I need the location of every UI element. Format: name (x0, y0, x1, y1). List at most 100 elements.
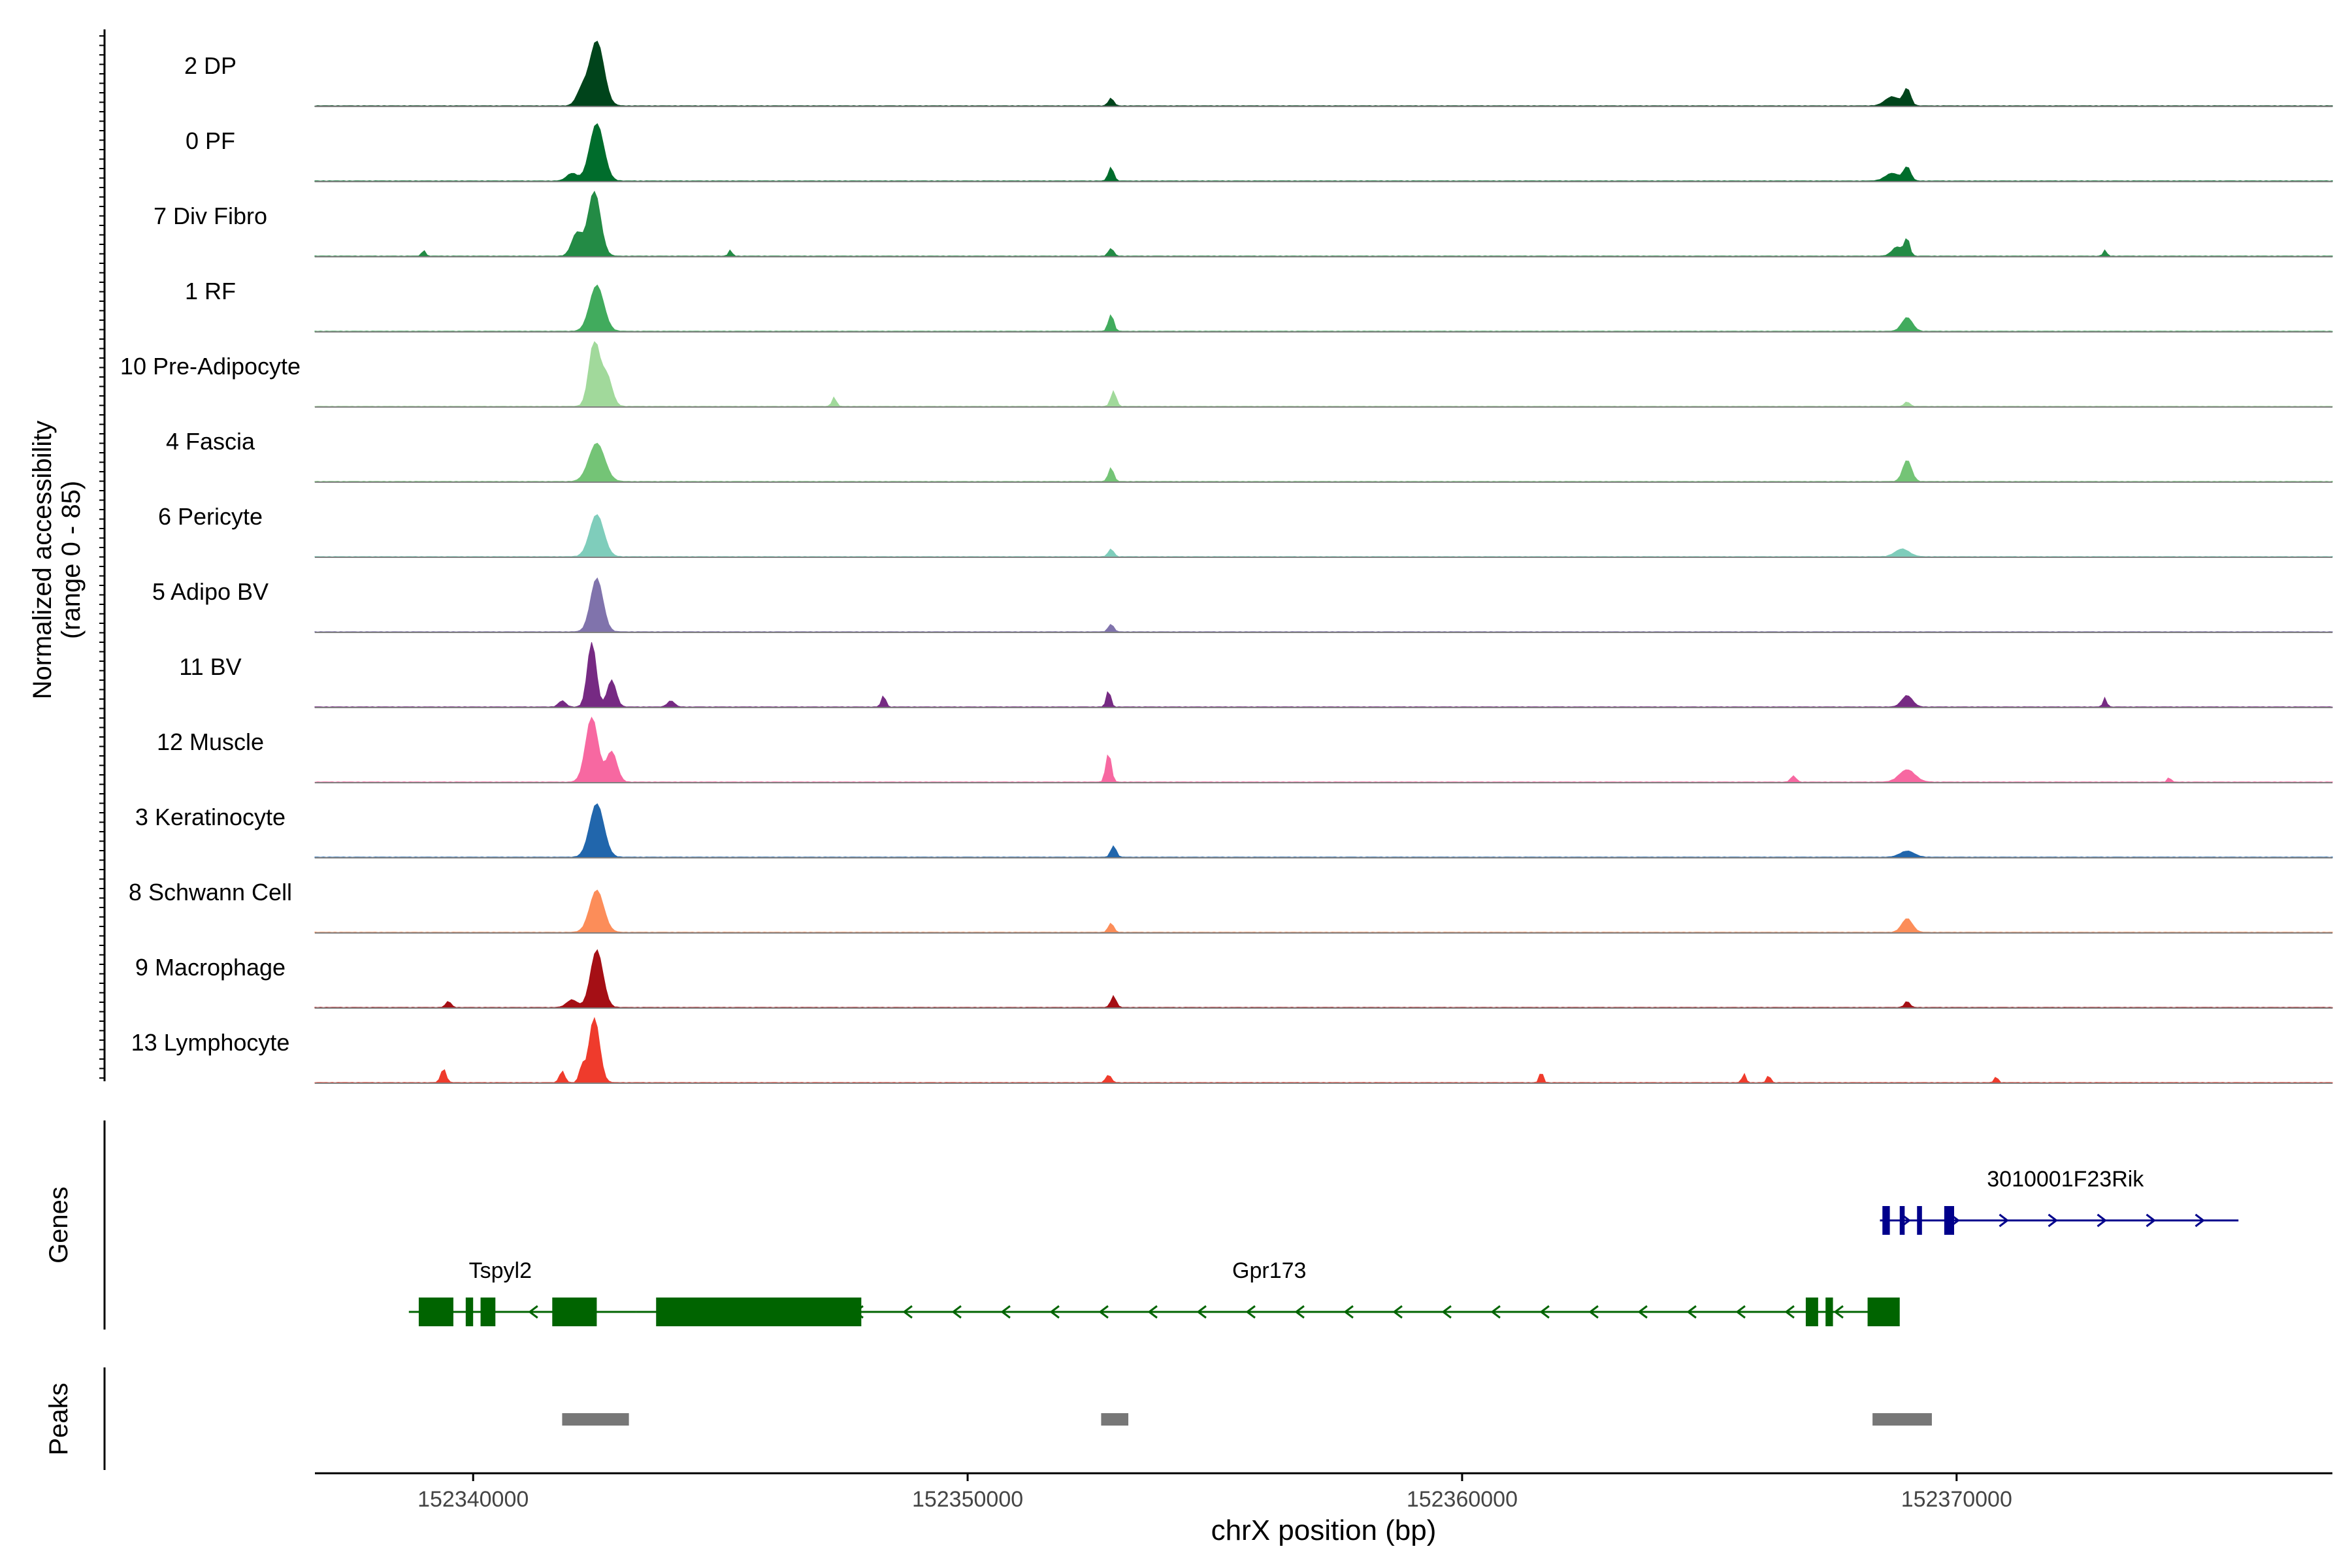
gene-exon (1867, 1298, 1900, 1326)
strand-arrow (1784, 1305, 1795, 1319)
track-14: 13 Lymphocyte (131, 1017, 2333, 1084)
gene-exon (480, 1298, 496, 1326)
coverage-area (314, 1017, 2333, 1084)
gene-label: Gpr173 (1232, 1258, 1306, 1283)
gene-exon (465, 1298, 474, 1326)
gene-exon (552, 1298, 597, 1326)
track-12: 8 Schwann Cell (129, 879, 2333, 934)
track-4: 1 RF (185, 278, 2333, 333)
peak-region (562, 1413, 629, 1426)
coverage-area (314, 284, 2333, 333)
x-axis-title: chrX position (bp) (1211, 1514, 1437, 1546)
x-tick-label: 152360000 (1407, 1487, 1518, 1512)
gene-exon (1899, 1206, 1905, 1235)
gene-label: 3010001F23Rik (1987, 1167, 2144, 1192)
coverage-area (314, 514, 2333, 558)
strand-arrow (1343, 1305, 1354, 1319)
track-9: 11 BV (179, 642, 2333, 708)
genes-panel-label: Genes (44, 1186, 73, 1264)
strand-arrow (1098, 1305, 1109, 1319)
x-tick-label: 152370000 (1901, 1487, 2012, 1512)
strand-arrow (2195, 1213, 2205, 1228)
peak-track (562, 1413, 1932, 1426)
strand-arrow (1392, 1305, 1403, 1319)
coverage-area (314, 642, 2333, 708)
track-label: 7 Div Fibro (154, 203, 267, 229)
track-label: 5 Adipo BV (152, 578, 269, 605)
gene-track: Tspyl2 Gpr173 3010001F23Rik (408, 1167, 2239, 1326)
x-tick-label: 152350000 (912, 1487, 1023, 1512)
strand-arrow (1000, 1305, 1011, 1319)
track-7: 6 Pericyte (158, 503, 2333, 558)
coverage-area (314, 949, 2333, 1009)
track-1: 2 DP (184, 41, 2333, 107)
track-label: 2 DP (184, 52, 237, 79)
track-label: 8 Schwann Cell (129, 879, 292, 906)
track-10: 12 Muscle (157, 716, 2333, 783)
gene-exon (656, 1298, 862, 1326)
strand-arrow (1196, 1305, 1207, 1319)
track-label: 6 Pericyte (158, 503, 263, 530)
gene-exon (1882, 1206, 1890, 1235)
strand-arrow (1833, 1305, 1844, 1319)
track-label: 0 PF (186, 127, 235, 154)
strand-arrow (2097, 1213, 2107, 1228)
track-label: 11 BV (179, 653, 241, 680)
x-tick-label: 152340000 (417, 1487, 529, 1512)
track-label: 12 Muscle (157, 728, 264, 755)
gene-3010001f23rik: 3010001F23Rik (1880, 1167, 2239, 1235)
peaks-panel-label: Peaks (44, 1382, 73, 1455)
gene-label: Tspyl2 (469, 1258, 532, 1283)
gene-exon (1825, 1298, 1833, 1326)
track-8: 5 Adipo BV (152, 577, 2333, 633)
gene-tspyl2: Tspyl2 (408, 1258, 636, 1326)
coverage-area (314, 442, 2333, 483)
strand-arrow (2048, 1213, 2058, 1228)
strand-arrow (1490, 1305, 1501, 1319)
strand-arrow (902, 1305, 913, 1319)
strand-arrow (1686, 1305, 1697, 1319)
coverage-area (314, 123, 2333, 182)
peak-region (1872, 1413, 1932, 1426)
track-label: 9 Macrophage (135, 954, 286, 981)
track-label: 4 Fascia (166, 428, 255, 455)
track-2: 0 PF (186, 123, 2333, 182)
coverage-area (314, 341, 2333, 408)
track-3: 7 Div Fibro (154, 190, 2333, 257)
strand-arrow (1735, 1305, 1746, 1319)
y-axis-label-line1: Normalized accessibility (28, 421, 57, 700)
strand-arrow (1049, 1305, 1060, 1319)
strand-arrow (528, 1305, 538, 1319)
coverage-area (314, 889, 2333, 934)
coverage-area (314, 803, 2333, 858)
strand-arrow (951, 1305, 962, 1319)
coverage-area (314, 190, 2333, 257)
strand-arrow (1588, 1305, 1599, 1319)
track-11: 3 Keratinocyte (135, 803, 2333, 858)
strand-arrow (1999, 1213, 2009, 1228)
strand-arrow (1637, 1305, 1648, 1319)
coverage-tracks: 2 DP 0 PF 7 Div Fibro 1 RF 10 Pre-Adipocyte 4… (120, 41, 2333, 1084)
strand-arrow (1245, 1305, 1256, 1319)
gene-exon (1917, 1206, 1922, 1235)
x-axis-ticks: 152340000 152350000 152360000 152370000 (417, 1473, 2012, 1512)
track-label: 10 Pre-Adipocyte (120, 353, 301, 380)
peak-region (1101, 1413, 1129, 1426)
track-5: 10 Pre-Adipocyte (120, 341, 2333, 408)
gene-gpr173: Gpr173 (636, 1258, 1900, 1326)
track-label: 3 Keratinocyte (135, 804, 286, 830)
strand-arrow (2146, 1213, 2156, 1228)
coverage-y-ticks (99, 35, 105, 1079)
strand-arrow (1539, 1305, 1550, 1319)
strand-arrow (1441, 1305, 1452, 1319)
strand-arrow (1294, 1305, 1305, 1319)
track-6: 4 Fascia (166, 428, 2333, 483)
gene-exon (418, 1298, 453, 1326)
gene-exon (1944, 1206, 1954, 1235)
strand-arrow (1147, 1305, 1158, 1319)
y-axis-label-line2: (range 0 - 85) (57, 481, 86, 639)
track-label: 1 RF (185, 278, 236, 304)
track-13: 9 Macrophage (135, 949, 2333, 1009)
coverage-area (314, 716, 2333, 783)
